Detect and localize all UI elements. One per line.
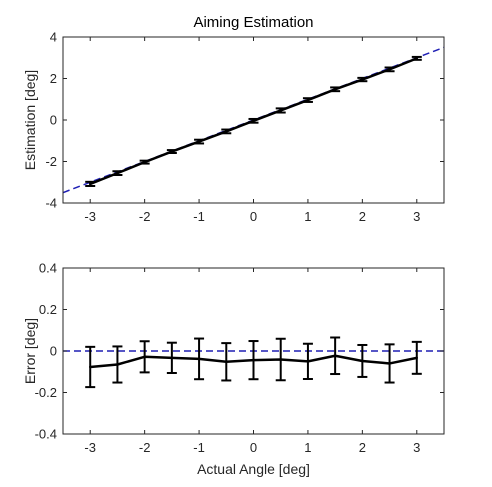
x-tick-label: -2	[139, 440, 151, 455]
data-point	[197, 140, 201, 143]
x-axis-label: Actual Angle [deg]	[197, 461, 310, 477]
data-point	[279, 109, 282, 112]
x-tick-label: 3	[413, 440, 420, 455]
error-bar	[248, 340, 259, 381]
y-tick-label: -4	[45, 196, 57, 211]
data-point	[252, 358, 255, 362]
error-bar	[302, 97, 313, 103]
data-point	[225, 130, 228, 133]
data-point	[306, 98, 310, 102]
y-tick-label: 0	[50, 113, 57, 128]
chart-panel-1: -3 -2 -1 0 1 2 3 -4 -2 0 2 4 Aiming Estimation Estima…	[22, 14, 445, 224]
x-tick-label: -1	[193, 209, 205, 224]
error-bar	[166, 149, 177, 154]
data-point	[388, 68, 391, 71]
error-bar	[384, 343, 395, 384]
error-bar	[221, 342, 232, 382]
x-tick-label: 3	[413, 209, 420, 224]
data-point	[279, 358, 282, 361]
x-tick-label: 1	[304, 440, 311, 455]
x-tick-label: -2	[139, 209, 151, 224]
x-tick-label: 0	[250, 440, 257, 455]
data-point	[116, 171, 119, 175]
x-tick-label: 2	[359, 440, 366, 455]
y-tick-label: 0.4	[39, 261, 57, 276]
data-point	[306, 360, 310, 363]
chart-panel-2: -3 -2 -1 0 1 2 3 -0.4 -0.2 0 0.2 0.4 Actual Angle [d…	[22, 261, 445, 477]
y-tick-label: 4	[50, 30, 57, 45]
error-bar	[248, 117, 259, 124]
error-bar	[112, 170, 123, 176]
data-point	[197, 357, 201, 361]
y-tick-label: 2	[50, 71, 57, 86]
y-axis-label: Error [deg]	[22, 318, 38, 384]
error-bar	[411, 340, 422, 375]
error-bar	[275, 337, 286, 382]
y-tick-label: 0	[50, 344, 57, 359]
y-tick-label: -0.4	[35, 427, 57, 442]
y-tick-label: -0.2	[35, 385, 57, 400]
data-point	[388, 362, 391, 365]
plot-data-layer	[63, 46, 444, 194]
data-point	[415, 356, 418, 360]
error-bar	[166, 341, 177, 374]
error-bar	[194, 337, 205, 381]
data-point	[333, 354, 337, 357]
error-bar	[139, 340, 150, 374]
error-bar	[330, 86, 341, 93]
data-point	[415, 57, 418, 60]
data-point	[143, 160, 146, 164]
error-bar	[411, 55, 422, 61]
data-point	[143, 355, 146, 359]
y-tick-label: -2	[45, 154, 57, 169]
x-tick-label: -3	[84, 440, 96, 455]
data-point	[170, 356, 174, 360]
plot-data-layer	[63, 336, 444, 389]
data-point	[170, 150, 174, 153]
data-point	[361, 359, 364, 363]
error-bar	[112, 345, 123, 384]
x-tick-label: 2	[359, 209, 366, 224]
data-point	[225, 360, 228, 363]
error-bar	[221, 128, 232, 135]
error-bar	[275, 107, 286, 114]
x-tick-label: -1	[193, 440, 205, 455]
data-point	[252, 119, 255, 123]
error-bar	[85, 345, 96, 389]
data-point	[333, 88, 337, 91]
data-point	[89, 365, 92, 369]
error-bar	[302, 342, 313, 381]
y-tick-label: 0.2	[39, 302, 57, 317]
chart-title: Aiming Estimation	[193, 14, 313, 31]
error-bar	[139, 159, 150, 165]
data-point	[89, 182, 92, 186]
error-bar	[330, 336, 341, 376]
data-point	[116, 363, 119, 366]
x-tick-label: -3	[84, 209, 96, 224]
error-bar	[85, 180, 96, 187]
error-bar	[357, 76, 368, 83]
data-point	[361, 78, 364, 81]
error-bar	[384, 66, 395, 73]
error-bar	[357, 343, 368, 378]
y-axis-label: Estimation [deg]	[22, 70, 38, 170]
x-tick-label: 0	[250, 209, 257, 224]
error-bar	[194, 138, 205, 145]
x-tick-label: 1	[304, 209, 311, 224]
